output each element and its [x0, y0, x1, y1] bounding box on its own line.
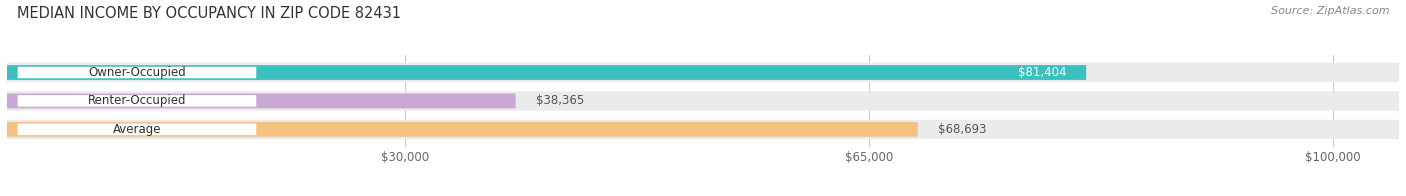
- Text: $81,404: $81,404: [1018, 66, 1066, 79]
- Text: Renter-Occupied: Renter-Occupied: [87, 94, 186, 107]
- FancyBboxPatch shape: [7, 122, 918, 137]
- Text: $68,693: $68,693: [938, 123, 986, 136]
- FancyBboxPatch shape: [7, 91, 1399, 111]
- FancyBboxPatch shape: [7, 93, 516, 108]
- FancyBboxPatch shape: [7, 120, 1399, 139]
- Text: $38,365: $38,365: [536, 94, 583, 107]
- FancyBboxPatch shape: [18, 124, 256, 135]
- FancyBboxPatch shape: [7, 65, 1087, 80]
- Text: Source: ZipAtlas.com: Source: ZipAtlas.com: [1271, 6, 1389, 16]
- FancyBboxPatch shape: [18, 95, 256, 107]
- FancyBboxPatch shape: [7, 63, 1399, 82]
- FancyBboxPatch shape: [18, 67, 256, 78]
- Text: MEDIAN INCOME BY OCCUPANCY IN ZIP CODE 82431: MEDIAN INCOME BY OCCUPANCY IN ZIP CODE 8…: [17, 6, 401, 21]
- Text: Owner-Occupied: Owner-Occupied: [89, 66, 186, 79]
- Text: Average: Average: [112, 123, 162, 136]
